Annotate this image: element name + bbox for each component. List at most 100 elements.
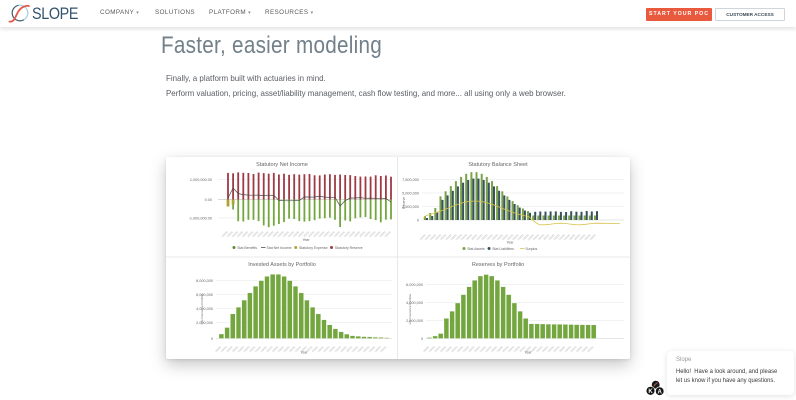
svg-text:0: 0 <box>417 218 419 222</box>
svg-text:2/2031: 2/2031 <box>517 233 525 241</box>
svg-text:2/2031: 2/2031 <box>338 230 346 238</box>
svg-text:2/2031: 2/2031 <box>287 230 295 238</box>
svg-text:2/2031: 2/2031 <box>450 233 458 241</box>
svg-text:2/2031: 2/2031 <box>323 345 331 353</box>
svg-text:2/2031: 2/2031 <box>317 345 325 353</box>
svg-text:2/2031: 2/2031 <box>343 230 351 238</box>
svg-text:2/2031: 2/2031 <box>379 230 387 238</box>
svg-text:2/2031: 2/2031 <box>254 345 262 353</box>
svg-text:2/2031: 2/2031 <box>249 345 257 353</box>
svg-text:2/2031: 2/2031 <box>440 233 448 241</box>
svg-text:4,000,000: 4,000,000 <box>406 301 423 305</box>
svg-text:2/2031: 2/2031 <box>354 230 362 238</box>
svg-text:2/2031: 2/2031 <box>348 230 356 238</box>
svg-text:2,500,000: 2,500,000 <box>402 205 419 209</box>
svg-text:Statutory Balance Sheet: Statutory Balance Sheet <box>468 162 528 168</box>
svg-text:2/2031: 2/2031 <box>451 345 459 353</box>
svg-text:2/2031: 2/2031 <box>215 345 223 353</box>
svg-text:2/2031: 2/2031 <box>283 345 291 353</box>
svg-text:Stat Assets: Stat Assets <box>467 247 485 251</box>
svg-text:2/2031: 2/2031 <box>294 345 302 353</box>
svg-text:2/2031: 2/2031 <box>357 345 365 353</box>
svg-text:2/2031: 2/2031 <box>289 345 297 353</box>
svg-text:Reserves by Portfolio: Reserves by Portfolio <box>472 262 524 268</box>
svg-text:2/2031: 2/2031 <box>445 233 453 241</box>
svg-text:2/2031: 2/2031 <box>563 233 571 241</box>
svg-text:2/2031: 2/2031 <box>429 233 437 241</box>
svg-text:2/2031: 2/2031 <box>237 345 245 353</box>
svg-text:2/2031: 2/2031 <box>587 345 595 353</box>
svg-text:2/2031: 2/2031 <box>333 230 341 238</box>
svg-text:2/2031: 2/2031 <box>236 230 244 238</box>
svg-text:2/2031: 2/2031 <box>522 233 530 241</box>
svg-text:2/2031: 2/2031 <box>445 345 453 353</box>
svg-text:2/2031: 2/2031 <box>579 233 587 241</box>
svg-text:2/2031: 2/2031 <box>479 345 487 353</box>
svg-text:2/2031: 2/2031 <box>558 233 566 241</box>
svg-text:6,000,000: 6,000,000 <box>406 283 423 287</box>
svg-text:6,000,000: 6,000,000 <box>196 293 213 297</box>
svg-text:2/2031: 2/2031 <box>455 233 463 241</box>
svg-text:Year: Year <box>302 238 310 242</box>
svg-text:2/2031: 2/2031 <box>502 345 510 353</box>
svg-text:2/2031: 2/2031 <box>298 230 306 238</box>
svg-text:2/2031: 2/2031 <box>423 345 431 353</box>
svg-text:2/2031: 2/2031 <box>435 233 443 241</box>
svg-text:2/2031: 2/2031 <box>424 233 432 241</box>
svg-text:2/2031: 2/2031 <box>548 233 556 241</box>
svg-text:2/2031: 2/2031 <box>536 345 544 353</box>
svg-text:2/2031: 2/2031 <box>476 233 484 241</box>
svg-text:2/2031: 2/2031 <box>502 233 510 241</box>
svg-text:5,000,000: 5,000,000 <box>402 191 419 195</box>
svg-text:2/2031: 2/2031 <box>374 230 382 238</box>
svg-text:0: 0 <box>211 337 213 341</box>
svg-text:2/2031: 2/2031 <box>485 345 493 353</box>
svg-text:2/2031: 2/2031 <box>574 233 582 241</box>
svg-text:2/2031: 2/2031 <box>530 345 538 353</box>
svg-text:Stat Benefits: Stat Benefits <box>237 246 257 250</box>
svg-text:2/2031: 2/2031 <box>346 345 354 353</box>
svg-text:2/2031: 2/2031 <box>221 230 229 238</box>
svg-text:2/2031: 2/2031 <box>359 230 367 238</box>
svg-text:2/2031: 2/2031 <box>512 233 520 241</box>
svg-text:2/2031: 2/2031 <box>513 345 521 353</box>
svg-text:2/2031: 2/2031 <box>584 233 592 241</box>
svg-text:1,000,000.00: 1,000,000.00 <box>190 178 212 182</box>
svg-text:2/2031: 2/2031 <box>334 345 342 353</box>
svg-text:Year: Year <box>524 351 532 355</box>
svg-text:8,000,000: 8,000,000 <box>196 279 213 283</box>
svg-text:2/2031: 2/2031 <box>569 233 577 241</box>
svg-text:2/2031: 2/2031 <box>468 345 476 353</box>
svg-text:2/2031: 2/2031 <box>553 345 561 353</box>
svg-text:2/2031: 2/2031 <box>369 230 377 238</box>
svg-text:2/2031: 2/2031 <box>380 345 388 353</box>
svg-text:2/2031: 2/2031 <box>340 345 348 353</box>
svg-text:2/2031: 2/2031 <box>226 345 234 353</box>
svg-text:2/2031: 2/2031 <box>576 345 584 353</box>
svg-text:2/2031: 2/2031 <box>277 345 285 353</box>
svg-text:2/2031: 2/2031 <box>491 233 499 241</box>
svg-text:2/2031: 2/2031 <box>308 230 316 238</box>
svg-text:2/2031: 2/2031 <box>553 233 561 241</box>
svg-text:2/2031: 2/2031 <box>368 345 376 353</box>
svg-text:2/2031: 2/2031 <box>318 230 326 238</box>
svg-text:2/2031: 2/2031 <box>252 230 260 238</box>
svg-text:Stat Liabilities: Stat Liabilities <box>492 247 514 251</box>
svg-text:2/2031: 2/2031 <box>581 345 589 353</box>
svg-text:2/2031: 2/2031 <box>266 345 274 353</box>
svg-text:2/2031: 2/2031 <box>508 345 516 353</box>
svg-text:2/2031: 2/2031 <box>272 230 280 238</box>
svg-text:2/2031: 2/2031 <box>538 233 546 241</box>
svg-text:2/2031: 2/2031 <box>226 230 234 238</box>
svg-text:Surplus: Surplus <box>525 247 537 251</box>
svg-text:Statutory Expense: Statutory Expense <box>299 246 328 250</box>
svg-text:2/2031: 2/2031 <box>220 345 228 353</box>
svg-text:2/2031: 2/2031 <box>440 345 448 353</box>
svg-text:2/2031: 2/2031 <box>313 230 321 238</box>
svg-text:2/2031: 2/2031 <box>231 230 239 238</box>
svg-text:2/2031: 2/2031 <box>300 345 308 353</box>
svg-text:2,000,000: 2,000,000 <box>196 321 213 325</box>
svg-text:2/2031: 2/2031 <box>496 233 504 241</box>
svg-text:2/2031: 2/2031 <box>532 233 540 241</box>
svg-text:2/2031: 2/2031 <box>351 345 359 353</box>
